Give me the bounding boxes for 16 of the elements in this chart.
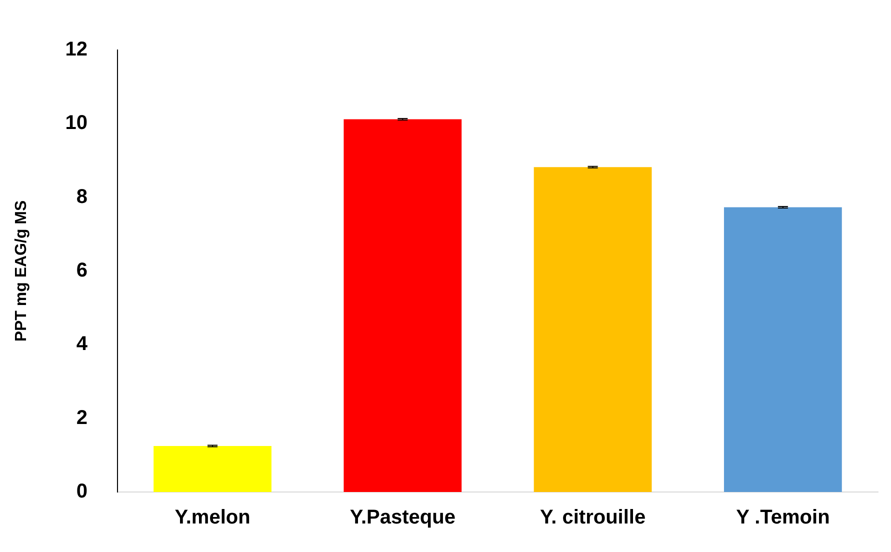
bar — [154, 446, 272, 492]
y-tick-label: 8 — [76, 186, 88, 208]
bar — [344, 119, 462, 492]
y-axis-title: PPT mg EAG/g MS — [13, 200, 30, 342]
y-tick-label: 0 — [76, 480, 88, 503]
y-tick-label: 4 — [76, 333, 88, 356]
x-tick-label: Y.melon — [174, 506, 250, 529]
bar — [534, 167, 652, 492]
y-tick-label: 2 — [76, 406, 88, 429]
x-tick-label: Y.Pasteque — [350, 506, 456, 529]
y-tick-label: 6 — [76, 260, 88, 282]
y-tick-label: 10 — [65, 112, 88, 134]
x-tick-label: Y .Temoin — [736, 506, 830, 529]
x-tick-label: Y. citrouille — [540, 506, 646, 529]
bar — [724, 207, 842, 492]
y-tick-label: 12 — [65, 38, 88, 61]
